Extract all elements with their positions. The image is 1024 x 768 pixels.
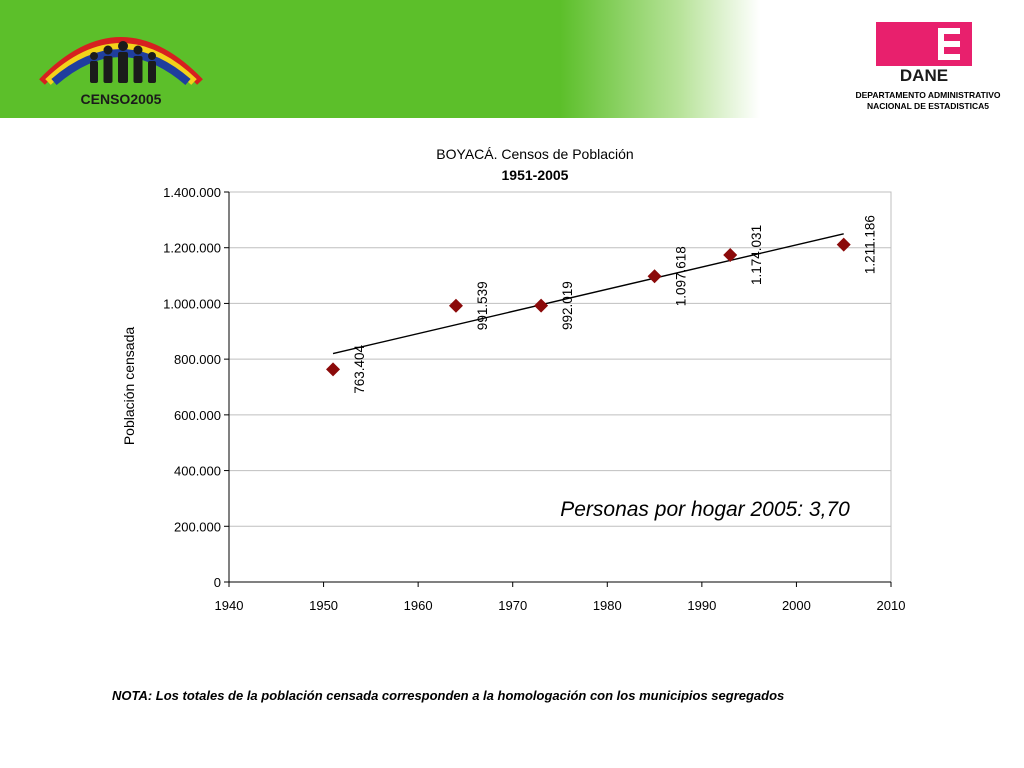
dane-logo: DANE	[876, 22, 972, 84]
dane-caption: DEPARTAMENTO ADMINISTRATIVO NACIONAL DE …	[838, 90, 1018, 112]
gridlines	[229, 191, 891, 527]
data-point	[534, 298, 549, 313]
data-label: 1.174.031	[749, 225, 764, 285]
chart-subtitle: 1951-2005	[502, 167, 569, 183]
x-tick-label: 1960	[404, 598, 433, 613]
data-label: 1.211.186	[863, 215, 878, 274]
y-tick-label: 0	[214, 575, 221, 590]
trendline	[332, 233, 844, 355]
data-labels: 763.404 991.539 992.019 1.097.618 1.174.031 1…	[352, 215, 878, 394]
dane-caption-line2: NACIONAL DE ESTADISTICA5	[866, 101, 989, 111]
x-tick-label: 1950	[309, 598, 338, 613]
y-tick-label: 1.000.000	[163, 296, 221, 311]
data-point	[647, 269, 662, 284]
plot-frame	[228, 191, 892, 583]
data-point	[448, 298, 463, 313]
footer-note: NOTA: Los totales de la población censad…	[112, 688, 785, 703]
population-chart: BOYACÁ. Censos de Población 1951-2005 0 2…	[121, 146, 906, 613]
y-tick-label: 200.000	[174, 519, 221, 534]
y-tick-label: 1.200.000	[163, 241, 221, 256]
data-point	[836, 237, 851, 252]
data-point	[326, 362, 341, 377]
censo-2005-logo: CENSO2005	[39, 37, 203, 107]
data-point	[723, 247, 738, 262]
x-tick-labels: 1940 1950 1960 1970 1980 1990 2000 2010	[215, 598, 906, 613]
y-axis-label: Población censada	[121, 327, 137, 446]
data-label: 992.019	[560, 281, 575, 330]
dane-caption-line1: DEPARTAMENTO ADMINISTRATIVO	[855, 90, 1001, 100]
data-label: 1.097.618	[674, 246, 689, 306]
data-points	[326, 237, 851, 377]
trendline-segment	[332, 233, 844, 355]
x-tick-label: 1990	[687, 598, 716, 613]
data-label: 763.404	[352, 344, 367, 393]
x-tick-label: 2010	[877, 598, 906, 613]
y-tick-labels: 0 200.000 400.000 600.000 800.000 1.000.000 1.…	[163, 185, 221, 590]
y-tick-label: 600.000	[174, 408, 221, 423]
axes	[224, 191, 892, 587]
data-label: 991.539	[475, 281, 490, 330]
y-tick-label: 1.400.000	[163, 185, 221, 200]
header-banner: CENSO2005 DANE DEPARTAMENTO ADMINISTRATI…	[0, 0, 1024, 118]
y-tick-label: 800.000	[174, 352, 221, 367]
censo-logo-text: CENSO2005	[81, 91, 162, 107]
x-tick-label: 1970	[498, 598, 527, 613]
x-tick-label: 2000	[782, 598, 811, 613]
x-tick-label: 1980	[593, 598, 622, 613]
x-tick-label: 1940	[215, 598, 244, 613]
y-tick-label: 400.000	[174, 464, 221, 479]
chart-annotation: Personas por hogar 2005: 3,70	[560, 498, 850, 521]
chart-title: BOYACÁ. Censos de Población	[436, 146, 633, 162]
dane-logo-text: DANE	[900, 66, 948, 84]
